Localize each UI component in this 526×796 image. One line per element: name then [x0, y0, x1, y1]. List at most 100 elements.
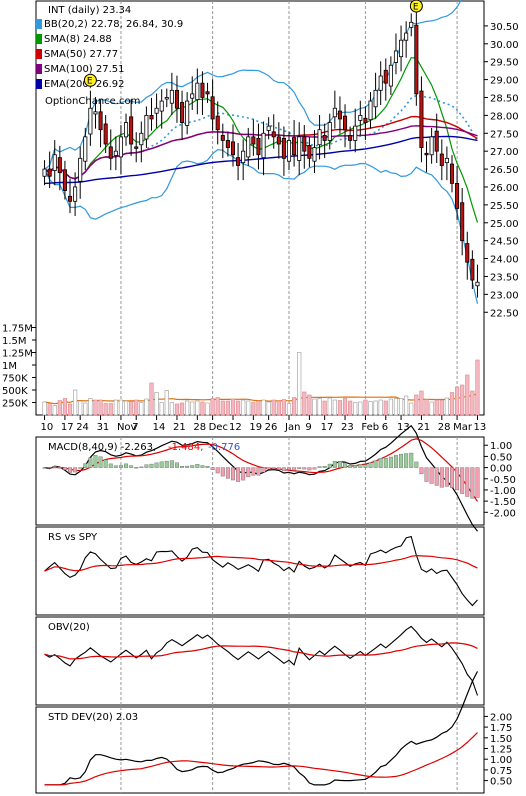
volume-bar: [78, 400, 83, 416]
candle-body: [185, 100, 190, 126]
macd-histogram-bar: [47, 467, 52, 469]
volume-bar: [332, 399, 337, 416]
price-tick-label: 30.50: [490, 22, 519, 33]
macd-histogram-bar: [78, 467, 83, 469]
volume-bar: [368, 401, 373, 416]
price-tick-label: 25.00: [490, 219, 519, 230]
x-tick-label: 6: [382, 422, 388, 433]
volume-bar: [363, 399, 368, 416]
x-tick-label: 21: [173, 422, 186, 433]
candle-body: [276, 136, 281, 145]
bb-lower-line: [43, 148, 479, 304]
x-tick-label: Mar: [453, 422, 473, 433]
volume-bar: [444, 397, 449, 416]
macd-histogram-bar: [210, 467, 215, 470]
macd-histogram-bar: [271, 467, 276, 469]
volume-bar: [256, 400, 261, 416]
volume-bar: [179, 402, 185, 416]
legend-swatch: [36, 79, 42, 89]
x-tick-label: 9: [305, 422, 311, 433]
obv-label: OBV(20): [48, 622, 90, 633]
macd-tick-label: 0.50: [490, 452, 512, 463]
volume-bar: [398, 398, 404, 416]
candle-body: [139, 132, 144, 146]
legend-swatch: [36, 64, 42, 74]
volume-bar: [144, 398, 149, 416]
legend-sma50: SMA(50) 27.77: [44, 49, 118, 60]
candle-body: [108, 146, 113, 159]
volume-bar: [475, 359, 480, 416]
volume-bar: [174, 403, 180, 416]
x-tick-label: 26: [265, 422, 278, 433]
candle-body: [124, 122, 129, 138]
candle-body: [297, 136, 302, 161]
candle-body: [363, 117, 368, 123]
volume-bar: [52, 405, 57, 416]
obv-line: [44, 625, 479, 696]
macd-histogram-bar: [251, 467, 256, 476]
macd-histogram-bar: [439, 467, 444, 488]
macd-tick-label: -1.50: [490, 497, 516, 508]
x-tick-label: 31: [97, 422, 110, 433]
volume-bar: [200, 401, 205, 416]
candle-body: [266, 125, 271, 131]
macd-histogram-bar: [348, 465, 353, 468]
x-tick-label: 17: [321, 422, 334, 433]
macd-histogram-bar: [195, 464, 200, 468]
candle-body: [404, 32, 409, 41]
candle-body: [327, 122, 332, 141]
volume-bar: [118, 399, 124, 416]
volume-bar: [266, 401, 271, 416]
candle-body: [383, 69, 388, 84]
macd-histogram-bar: [317, 466, 322, 468]
volume-bar: [465, 374, 470, 416]
ticker-label: INT (daily) 23.34: [48, 5, 131, 16]
volume-bar: [429, 401, 434, 416]
volume-bar: [149, 382, 154, 416]
volume-bar: [67, 403, 73, 416]
volume-bar: [159, 402, 164, 416]
volume-bar: [327, 397, 332, 416]
price-tick-label: 26.00: [490, 183, 519, 194]
price-tick-label: 25.50: [490, 201, 519, 212]
candle-body: [449, 163, 455, 184]
volume-bar: [393, 398, 399, 416]
volume-bar: [113, 399, 118, 416]
volume-bar: [230, 398, 236, 416]
macd-histogram-bar: [475, 467, 480, 498]
candle-body: [444, 157, 449, 164]
price-tick-label: 30.00: [490, 40, 519, 51]
macd-histogram-bar: [424, 467, 429, 482]
volume-bar: [388, 398, 393, 416]
candle-body: [307, 145, 312, 159]
macd-histogram-bar: [154, 462, 159, 468]
macd-histogram-bar: [419, 467, 424, 475]
volume-bar: [261, 399, 266, 416]
macd-histogram-bar: [414, 461, 419, 468]
candle-body: [246, 136, 251, 158]
macd-histogram-bar: [337, 461, 342, 468]
candle-body: [241, 150, 246, 164]
macd-histogram-bar: [236, 467, 241, 482]
macd-histogram-bar: [134, 467, 139, 469]
candle-body: [455, 182, 460, 209]
volume-bar: [164, 390, 169, 416]
candle-body: [93, 111, 98, 115]
volume-bar: [108, 403, 113, 416]
macd-histogram-bar: [373, 460, 378, 468]
candle-body: [286, 140, 292, 162]
macd-tick-label: 0.00: [490, 464, 512, 475]
candle-body: [475, 281, 480, 287]
candle-body: [190, 93, 195, 99]
event-marker-2-label: E: [413, 3, 419, 13]
macd-histogram-bar: [139, 466, 144, 468]
macd-histogram-bar: [73, 467, 78, 473]
candle-body: [118, 136, 123, 158]
candle-body: [368, 100, 373, 121]
candle-body: [205, 91, 210, 95]
x-tick-label: 21: [417, 422, 430, 433]
volume-bar: [276, 400, 281, 416]
x-tick-label: Nov: [117, 422, 137, 433]
legend-swatch: [36, 34, 42, 44]
vol-tick-label: 250K: [2, 399, 28, 410]
